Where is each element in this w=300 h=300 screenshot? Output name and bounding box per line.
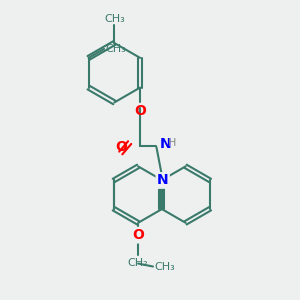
Text: N: N xyxy=(157,173,169,188)
Text: CH₃: CH₃ xyxy=(154,262,175,272)
Text: O: O xyxy=(116,140,127,154)
Text: O: O xyxy=(132,228,144,242)
Text: N: N xyxy=(159,137,171,151)
Text: CH₃: CH₃ xyxy=(106,44,126,54)
Text: CH₃: CH₃ xyxy=(104,14,125,24)
Text: H: H xyxy=(168,138,176,148)
Text: O: O xyxy=(134,104,146,118)
Text: CH₂: CH₂ xyxy=(128,258,148,268)
